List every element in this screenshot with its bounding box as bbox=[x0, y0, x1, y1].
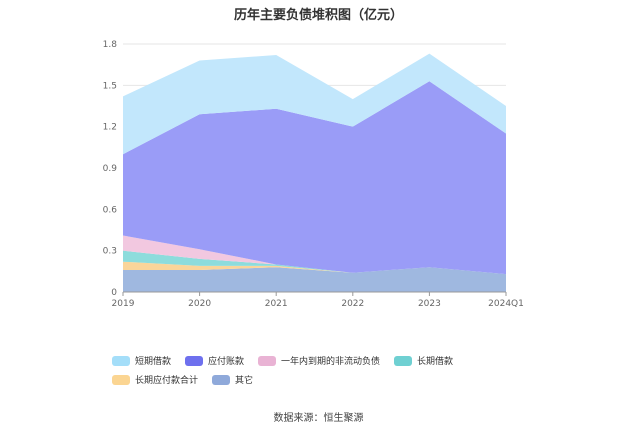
legend-label: 长期应付款合计 bbox=[135, 376, 199, 386]
area-一年内到期的非流动负债 bbox=[123, 235, 506, 275]
legend: 短期借款 应付账款 一年内到期的非流动负债 长期借款长期应付款合计 其它 bbox=[112, 354, 552, 386]
y-tick-label: 0.3 bbox=[103, 247, 117, 257]
legend-item[interactable]: 应付账款 bbox=[185, 354, 244, 367]
legend-swatch bbox=[185, 355, 204, 366]
x-tick-label: 2023 bbox=[418, 299, 441, 309]
x-tick-label: 2019 bbox=[112, 299, 135, 309]
legend-label: 应付账款 bbox=[208, 357, 245, 367]
area-长期应付款合计 bbox=[123, 261, 506, 275]
legend-label: 长期借款 bbox=[417, 357, 454, 367]
area-长期借款 bbox=[123, 250, 506, 275]
data-source-note: 数据来源：恒生聚源 bbox=[273, 413, 364, 424]
y-tick-label: 0.6 bbox=[103, 205, 118, 215]
legend-label: 短期借款 bbox=[135, 357, 172, 367]
legend-item[interactable]: 短期借款 bbox=[112, 354, 171, 367]
legend-swatch bbox=[212, 374, 231, 385]
y-tick-label: 0.9 bbox=[103, 164, 118, 174]
x-tick-label: 2021 bbox=[265, 299, 288, 309]
x-tick-label: 2020 bbox=[188, 299, 211, 309]
legend-swatch bbox=[258, 355, 277, 366]
legend-item[interactable]: 长期应付款合计 bbox=[112, 373, 198, 386]
legend-item[interactable]: 其它 bbox=[212, 373, 253, 386]
legend-item[interactable]: 长期借款 bbox=[394, 354, 453, 367]
axes: 0 0.3 0.6 0.9 1.2 1.5 1.8 2019 2020 2021 2022 2023 2… bbox=[103, 40, 524, 309]
legend-swatch bbox=[112, 355, 130, 366]
y-tick-label: 1.8 bbox=[103, 40, 118, 50]
legend-label: 一年内到期的非流动负债 bbox=[281, 357, 381, 367]
area-短期借款 bbox=[123, 53, 506, 155]
legend-swatch bbox=[112, 374, 130, 385]
legend-item[interactable]: 一年内到期的非流动负债 bbox=[258, 354, 380, 367]
y-tick-label: 1.5 bbox=[103, 81, 117, 91]
legend-swatch bbox=[394, 355, 413, 366]
area-应付账款 bbox=[123, 81, 506, 275]
y-tick-label: 0 bbox=[111, 288, 117, 298]
area-其它 bbox=[123, 267, 506, 292]
y-tick-label: 1.2 bbox=[103, 123, 117, 133]
x-tick-label: 2024Q1 bbox=[488, 299, 524, 309]
legend-label: 其它 bbox=[235, 376, 254, 386]
chart-title: 历年主要负债堆积图（亿元） bbox=[233, 8, 403, 23]
x-tick-label: 2022 bbox=[341, 299, 364, 309]
area-series bbox=[123, 53, 506, 292]
